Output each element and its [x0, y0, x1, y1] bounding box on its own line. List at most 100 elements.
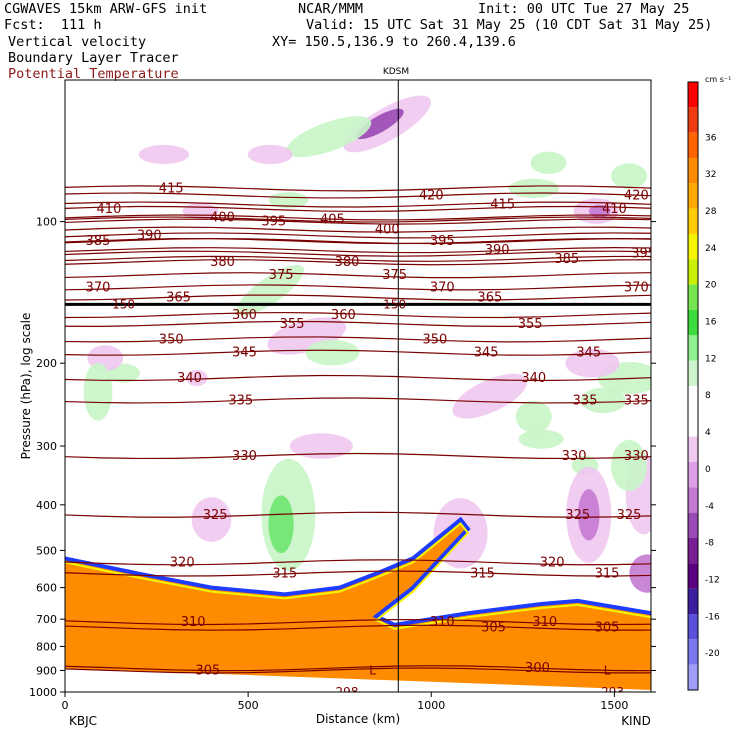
theta-label: 395 [631, 247, 656, 262]
theta-label: 325 [203, 508, 228, 523]
start-station-label: KBJC [69, 714, 97, 728]
wvel-shade [268, 192, 309, 209]
y-tick-label: 400 [36, 499, 57, 512]
wvel-shade [508, 178, 559, 199]
org-label: NCAR/MMM [298, 1, 364, 17]
x-tick-label: 0 [62, 699, 69, 712]
theta-label: 335 [624, 393, 649, 408]
theta-contour [65, 247, 651, 254]
colorbar-label: 36 [705, 133, 717, 143]
theta-label: 300 [525, 661, 550, 676]
theta-contour [65, 192, 651, 199]
init-time: Init: 00 UTC Tue 27 May 25 [478, 1, 690, 17]
colorbar-swatch [688, 563, 698, 589]
plot-frame [64, 79, 652, 693]
theta-label: 400 [375, 223, 400, 238]
theta-label: 335 [228, 393, 253, 408]
y-axis-label: Pressure (hPa), log scale [19, 313, 33, 460]
theta-contour [65, 185, 651, 192]
colorbar-swatch [688, 614, 698, 640]
colorbar-swatch [688, 82, 698, 108]
special-label: 293 [601, 685, 624, 699]
theta-label: 365 [166, 291, 191, 306]
theta-label: 350 [159, 332, 184, 347]
wvel-shade [515, 400, 552, 433]
colorbar-swatch [688, 411, 698, 437]
wvel-shade [286, 116, 372, 158]
field-vertical-velocity: Vertical velocity [8, 34, 147, 50]
theta-contour [65, 311, 651, 319]
theta-label: 350 [422, 332, 447, 347]
colorbar-label: 4 [705, 428, 711, 438]
wvel-shade [588, 204, 611, 218]
colorbar-label: 20 [705, 281, 717, 291]
colorbar-swatch [688, 487, 698, 513]
theta-contour [65, 349, 651, 356]
theta-label: 340 [177, 371, 202, 386]
theta-contour [65, 570, 651, 577]
theta-label: 335 [573, 393, 598, 408]
xy-range: XY= 150.5,136.9 to 260.4,139.6 [272, 34, 516, 50]
wvel-shade [356, 108, 404, 140]
y-tick-label: 600 [36, 582, 57, 595]
colorbar-swatch [688, 107, 698, 133]
wvel-shade [289, 433, 353, 459]
theta-contour [65, 336, 651, 343]
colorbar-label: 8 [705, 391, 711, 401]
theta-contour [65, 665, 651, 672]
y-tick-label: 1000 [29, 686, 57, 699]
colorbar-label: 0 [705, 465, 711, 475]
theta-contour [65, 624, 651, 631]
theta-label: 385 [554, 252, 579, 267]
special-label: 150 [112, 297, 135, 311]
end-station-label: KIND [621, 714, 651, 728]
theta-label: 420 [419, 188, 444, 203]
theta-label: 410 [602, 202, 627, 217]
theta-contour [65, 452, 651, 460]
y-tick-label: 500 [36, 544, 57, 557]
boundary-layer-edge-inner [65, 522, 651, 630]
colorbar-label: 28 [705, 207, 717, 217]
wvel-shade [629, 554, 651, 593]
theta-label: 310 [430, 615, 455, 630]
theta-contour [65, 218, 651, 225]
y-tick-label: 800 [36, 640, 57, 653]
theta-label: 310 [532, 615, 557, 630]
theta-label: 420 [624, 188, 649, 203]
theta-label: 380 [210, 255, 235, 270]
boundary-layer-edge [65, 516, 651, 627]
station-label: KDSM [383, 67, 409, 77]
theta-contour [65, 259, 651, 266]
colorbar-label: 32 [705, 170, 716, 180]
theta-label: 315 [595, 567, 620, 582]
theta-label: 360 [331, 308, 356, 323]
theta-label: 380 [335, 255, 360, 270]
theta-label: 345 [576, 346, 601, 361]
colorbar-swatch [688, 360, 698, 386]
wvel-shade [452, 373, 528, 419]
wvel-shade [247, 144, 293, 165]
theta-contour [65, 255, 651, 262]
special-label: 150 [383, 297, 406, 311]
wvel-shade [611, 439, 648, 492]
colorbar-swatch [688, 310, 698, 336]
colorbar-swatch [688, 512, 698, 538]
theta-label: 405 [320, 213, 345, 228]
y-tick-label: 700 [36, 613, 57, 626]
colorbar: 36 32 28 24 20 16 12 8 4 0 -4 -8 -12 -16 -20 [687, 81, 720, 691]
theta-label: 305 [481, 621, 506, 636]
theta-label: 330 [232, 449, 257, 464]
terrain [65, 668, 651, 692]
wvel-shade [611, 163, 648, 189]
theta-label: 385 [86, 234, 111, 249]
colorbar-label: -16 [705, 612, 720, 622]
colorbar-label: 24 [705, 244, 717, 254]
wvel-shade [268, 495, 294, 554]
wvel-shade [186, 369, 208, 386]
x-axis-label: Distance (km) [316, 712, 400, 726]
special-label: L [604, 663, 611, 677]
colorbar-swatch [688, 259, 698, 285]
wvel-shade [577, 489, 600, 541]
theta-contour [65, 667, 651, 674]
